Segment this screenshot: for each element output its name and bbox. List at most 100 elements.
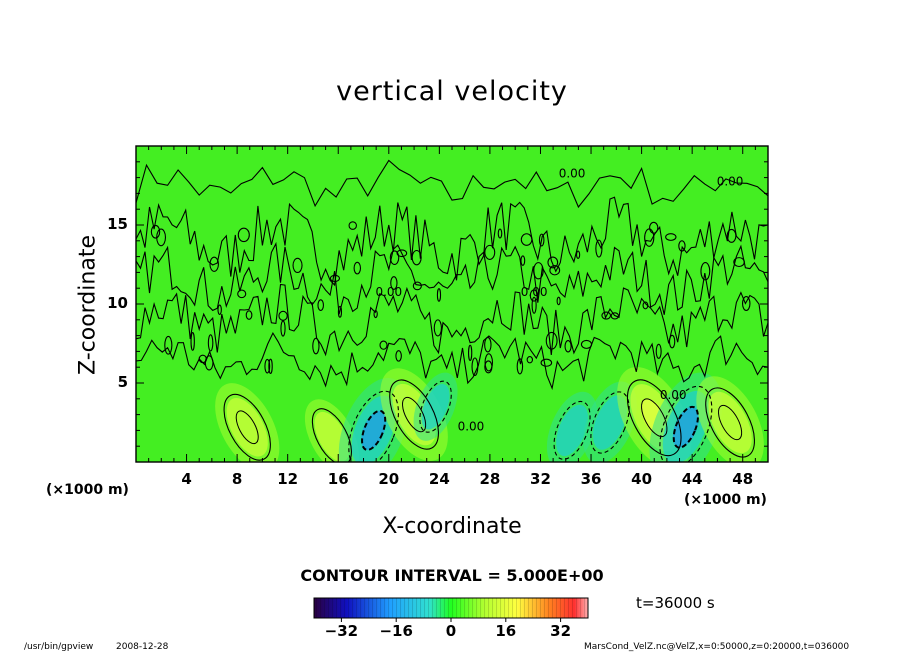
- zero-contour: [136, 196, 768, 287]
- contour-cell: [642, 301, 649, 310]
- x-tick-label: 4: [181, 470, 192, 488]
- contour-cell: [497, 228, 503, 239]
- contour-cell: [436, 288, 442, 302]
- contour-cell: [533, 262, 544, 280]
- x-axis-unit-right: (×1000 m): [684, 492, 767, 508]
- contour-cell: [733, 257, 745, 268]
- footer-program: /usr/bin/gpview: [24, 642, 94, 652]
- contour-label: 0.00: [375, 285, 402, 299]
- footer-source: MarsCond_VelZ.nc@VelZ,x=0:50000,z=0:2000…: [584, 642, 850, 652]
- contour-cell: [520, 255, 526, 266]
- contour-cell: [678, 240, 686, 252]
- contour-cell: [741, 296, 751, 312]
- x-tick-label: 8: [231, 470, 243, 488]
- contour-cell: [484, 244, 496, 260]
- contour-cell: [329, 274, 341, 283]
- contour-line: [311, 408, 352, 462]
- contour-cell: [549, 265, 561, 276]
- contour-cell: [379, 340, 388, 350]
- contour-cell: [545, 331, 558, 350]
- contour-cell: [601, 311, 612, 320]
- y-tick-label: 15: [107, 215, 128, 233]
- contour-cell: [164, 335, 173, 355]
- contour-cell: [317, 299, 324, 312]
- contour-label: 0.00: [458, 419, 485, 433]
- y-axis-label: Z-coordinate: [75, 235, 101, 375]
- contour-cell: [529, 289, 539, 302]
- contour-cell: [471, 357, 479, 377]
- contour-cell: [190, 331, 195, 351]
- contour-line: [705, 387, 755, 458]
- x-tick-label: 12: [277, 470, 299, 488]
- colorbar-tick-label: 0: [445, 622, 457, 640]
- contour-cell: [280, 320, 286, 337]
- zero-contour: [136, 283, 768, 357]
- x-tick-label: 20: [378, 470, 400, 488]
- colorbar-hatching: [314, 598, 588, 618]
- contour-cell: [411, 249, 422, 266]
- contour-cell: [337, 305, 343, 318]
- contour-line: [223, 393, 271, 461]
- contour-cell: [484, 360, 493, 374]
- contour-cell: [644, 228, 655, 247]
- x-tick-label: 24: [428, 470, 450, 488]
- contour-cell: [576, 250, 581, 259]
- contour-cell: [395, 350, 402, 362]
- time-label: t=36000 s: [636, 594, 715, 612]
- y-tick-label: 5: [117, 373, 128, 391]
- chart-title: vertical velocity: [336, 76, 568, 107]
- colorbar-tick-label: 16: [495, 622, 517, 640]
- contour-cell: [610, 312, 620, 320]
- contour-cell: [520, 233, 533, 246]
- contour-cell: [237, 227, 250, 243]
- downdraft-cell: [413, 372, 458, 441]
- x-tick-label: 36: [580, 470, 602, 488]
- contour-line: [553, 400, 591, 460]
- x-tick-label: 48: [732, 470, 754, 488]
- contour-cell: [312, 337, 320, 355]
- zero-contour: [136, 241, 768, 315]
- x-tick-label: 32: [530, 470, 551, 488]
- colorbar-tick-label: −16: [379, 622, 413, 640]
- footer-date: 2008-12-28: [116, 642, 169, 652]
- contour-cell: [278, 310, 288, 321]
- colorbar-tick-label: 32: [550, 622, 572, 640]
- contour-cell: [580, 339, 593, 349]
- contour-cell: [264, 358, 271, 374]
- contour-cell: [353, 261, 362, 275]
- contour-cell: [516, 358, 524, 375]
- contour-label: 0.00: [559, 167, 586, 181]
- contour-cell: [595, 239, 603, 258]
- contour-cell: [484, 336, 492, 353]
- contour-cell: [668, 334, 676, 349]
- contour-interval-label: CONTOUR INTERVAL = 5.000E+00: [300, 566, 604, 585]
- zero-contour: [136, 331, 768, 391]
- contour-cell: [348, 221, 357, 230]
- x-axis-label: X-coordinate: [382, 514, 522, 539]
- x-tick-label: 28: [479, 470, 501, 488]
- contour-cell: [433, 319, 442, 337]
- contour-cell: [237, 289, 247, 299]
- contour-cell: [292, 257, 303, 274]
- contour-cell: [556, 296, 561, 306]
- contour-cell: [665, 233, 677, 241]
- zero-contour: [136, 159, 768, 209]
- contour-cell: [209, 256, 219, 272]
- contour-cell: [538, 233, 545, 247]
- contour-cell: [484, 353, 494, 372]
- contour-cell: [396, 249, 408, 258]
- contour-cell: [726, 228, 737, 243]
- contour-cell: [526, 355, 534, 364]
- contour-line: [348, 390, 399, 462]
- contour-cell: [207, 334, 214, 352]
- contour-cell: [204, 355, 214, 371]
- contour-cell: [564, 340, 572, 353]
- x-tick-label: 16: [327, 470, 349, 488]
- contour-line: [626, 379, 682, 457]
- contour-cell: [389, 250, 400, 266]
- contour-cell: [531, 296, 537, 314]
- contour-cell: [150, 224, 161, 239]
- contour-cell: [547, 256, 559, 269]
- contour-label: 0.00: [660, 388, 687, 402]
